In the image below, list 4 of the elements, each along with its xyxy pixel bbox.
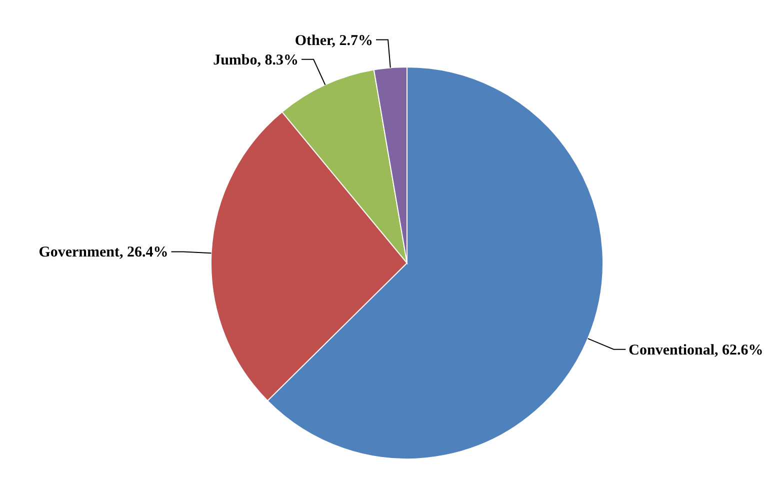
slice-label: Other, 2.7% [294, 32, 374, 49]
slice-label: Jumbo, 8.3% [213, 52, 299, 68]
slice-label: Conventional, 62.6% [628, 342, 764, 358]
slice-label: Government, 26.4% [38, 244, 168, 261]
